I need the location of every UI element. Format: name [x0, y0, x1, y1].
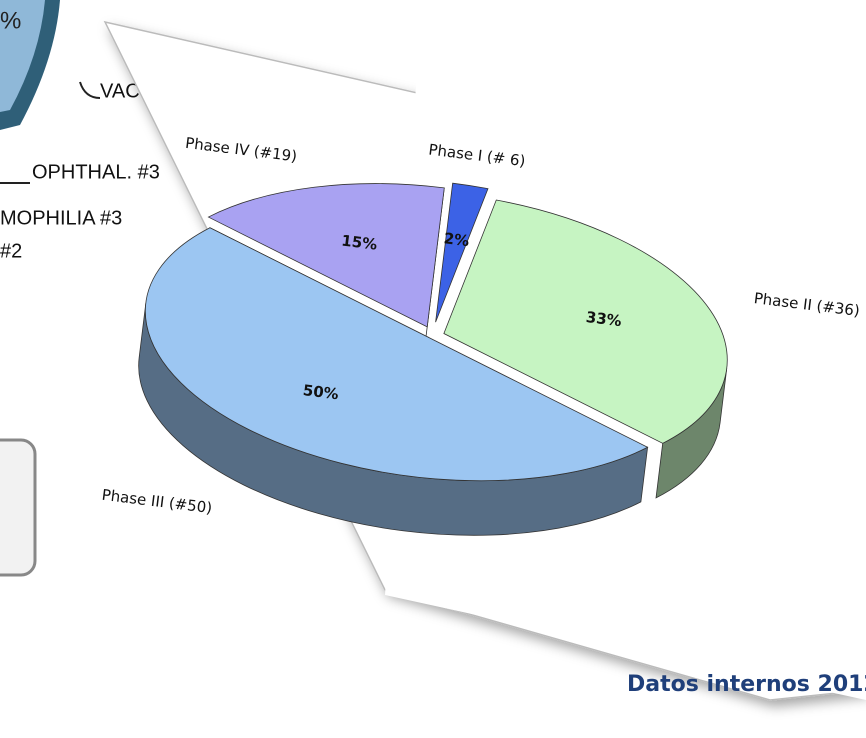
bg-label: %: [0, 7, 21, 34]
value-label: 15%: [340, 231, 378, 253]
slice: [443, 199, 728, 444]
partial-pie-top: [0, 0, 45, 112]
bg-label: OPHTHAL. #3: [32, 161, 160, 183]
bg-label: MOPHILIA #3: [0, 207, 122, 229]
bg-label: #2: [0, 240, 22, 262]
value-label: 33%: [585, 308, 623, 330]
footer: Datos internos 2012: [627, 672, 866, 697]
value-label: 2%: [443, 229, 470, 250]
slice: [435, 182, 489, 323]
value-label: 50%: [302, 381, 340, 403]
slice: [207, 183, 445, 328]
leader: [79, 81, 101, 99]
pie-chart: 2%Phase I (# 6)33% Phase II (#36)50%Phase…: [101, 134, 861, 536]
side-box: [0, 438, 37, 577]
slice: [145, 227, 649, 481]
